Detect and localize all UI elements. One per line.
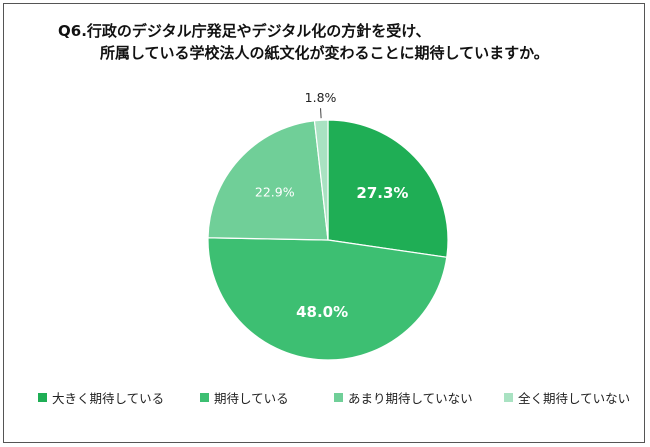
leader-line-3 bbox=[320, 108, 322, 119]
legend-swatch bbox=[334, 393, 343, 402]
data-label-0: 27.3% bbox=[356, 184, 408, 202]
data-label-1: 48.0% bbox=[296, 303, 348, 321]
pie-slice-2 bbox=[207, 120, 329, 241]
chart-title-line1: Q6.行政のデジタル庁発足やデジタル化の方針を受け、 bbox=[58, 22, 431, 40]
legend-swatch bbox=[38, 393, 47, 402]
chart-legend: 大きく期待している 期待している あまり期待していない 全く期待していない bbox=[38, 388, 630, 408]
legend-item-expect: 期待している bbox=[200, 388, 289, 407]
legend-item-not-much: あまり期待していない bbox=[334, 388, 473, 407]
data-label-3: 1.8% bbox=[305, 90, 337, 105]
chart-title-line2: 所属している学校法人の紙文化が変わることに期待していますか。 bbox=[100, 44, 549, 62]
pie-slice-0 bbox=[327, 119, 449, 258]
legend-item-very-expect: 大きく期待している bbox=[38, 388, 164, 407]
legend-swatch bbox=[200, 393, 209, 402]
pie-slice-3 bbox=[313, 119, 329, 241]
chart-title: Q6.行政のデジタル庁発足やデジタル化の方針を受け、 所属している学校法人の紙文… bbox=[58, 20, 618, 64]
legend-label: 大きく期待している bbox=[52, 391, 165, 406]
legend-label: 全く期待していない bbox=[518, 391, 631, 406]
legend-label: あまり期待していない bbox=[348, 391, 473, 406]
legend-swatch bbox=[504, 393, 513, 402]
legend-label: 期待している bbox=[214, 391, 289, 406]
legend-item-not-at-all: 全く期待していない bbox=[504, 388, 630, 407]
data-label-2: 22.9% bbox=[255, 185, 295, 200]
pie-slice-1 bbox=[207, 237, 448, 361]
